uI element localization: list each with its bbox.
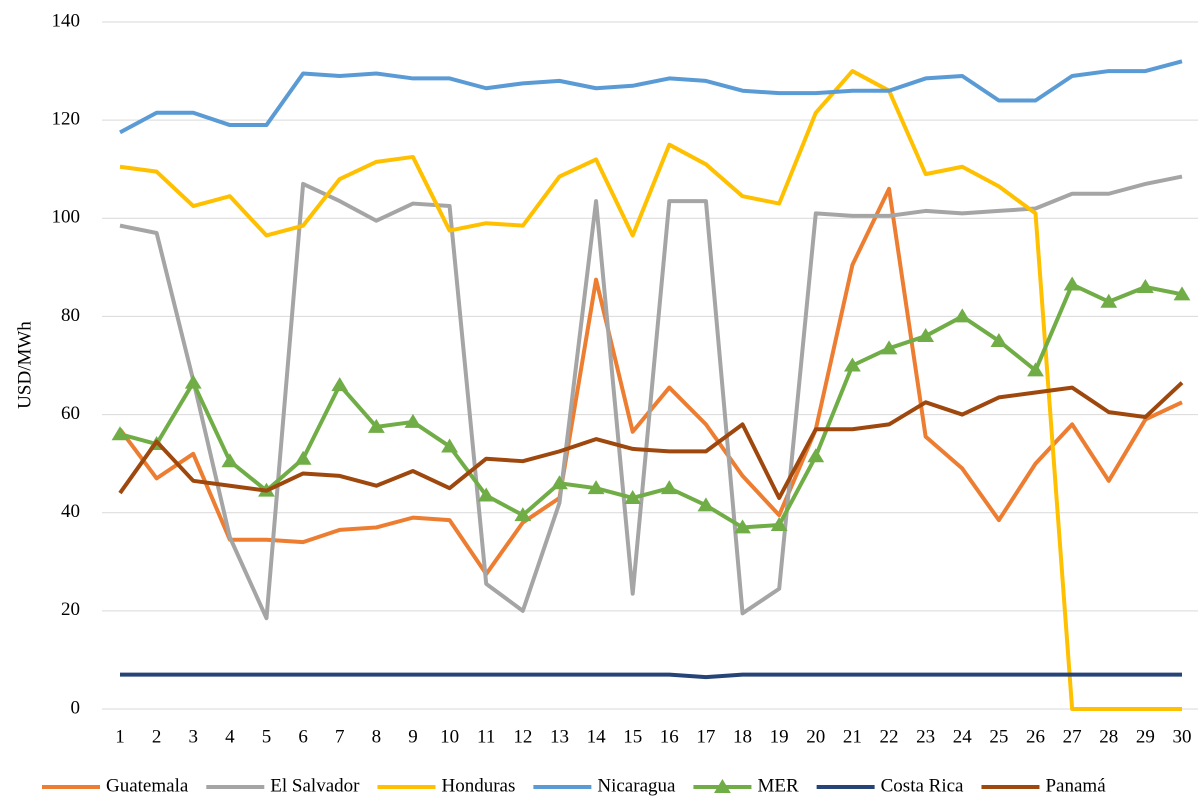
marker: [1063, 276, 1081, 291]
y-tick-label: 60: [61, 403, 80, 424]
legend-label: Costa Rica: [881, 775, 964, 796]
y-tick-label: 80: [61, 305, 80, 326]
legend-label: Guatemala: [106, 775, 189, 796]
marker: [880, 340, 898, 355]
y-tick-label: 100: [52, 207, 81, 228]
x-tick-label: 18: [733, 726, 752, 747]
marker: [990, 332, 1008, 347]
marker: [111, 426, 129, 441]
marker: [1100, 293, 1118, 308]
x-tick-label: 4: [225, 726, 235, 747]
legend-label: MER: [757, 775, 799, 796]
marker: [331, 377, 349, 392]
x-tick-label: 29: [1136, 726, 1155, 747]
series-line: [118, 381, 1184, 500]
series-line: [120, 672, 1182, 680]
marker: [477, 487, 495, 502]
y-tick-label: 40: [61, 501, 80, 522]
x-tick-label: 11: [477, 726, 495, 747]
x-tick-label: 10: [440, 726, 459, 747]
marker: [1173, 286, 1191, 301]
x-tick-label: 19: [770, 726, 789, 747]
legend-label: Honduras: [441, 775, 515, 796]
marker: [770, 516, 788, 531]
x-tick-label: 22: [880, 726, 899, 747]
x-tick-label: 23: [916, 726, 935, 747]
x-tick-label: 2: [152, 726, 162, 747]
y-tick-label: 140: [52, 10, 81, 31]
marker: [953, 308, 971, 323]
x-tick-label: 1: [115, 726, 125, 747]
legend-label: El Salvador: [270, 775, 360, 796]
x-tick-label: 9: [408, 726, 418, 747]
marker: [587, 480, 605, 495]
x-tick-label: 27: [1063, 726, 1082, 747]
series-line: [119, 69, 1182, 711]
marker: [221, 453, 239, 468]
x-tick-label: 25: [989, 726, 1008, 747]
marker: [367, 418, 385, 433]
x-tick-label: 20: [806, 726, 825, 747]
marker: [697, 497, 715, 512]
x-tick-label: 30: [1173, 726, 1192, 747]
marker: [660, 480, 678, 495]
y-tick-label: 0: [71, 697, 81, 718]
x-tick-label: 28: [1099, 726, 1118, 747]
marker: [441, 438, 458, 453]
x-tick-label: 16: [660, 726, 679, 747]
y-tick-label: 20: [61, 599, 80, 620]
legend-marker: [714, 779, 731, 793]
legend-label: Panamá: [1045, 775, 1106, 796]
x-tick-label: 8: [372, 726, 382, 747]
x-tick-label: 14: [587, 726, 607, 747]
series-line: [119, 59, 1183, 135]
marker: [294, 450, 312, 465]
x-tick-label: 15: [623, 726, 642, 747]
marker: [514, 507, 532, 522]
y-tick-label: 120: [52, 109, 81, 130]
x-tick-label: 3: [188, 726, 198, 747]
x-tick-label: 13: [550, 726, 569, 747]
x-tick-label: 7: [335, 726, 345, 747]
legend-label: Nicaragua: [597, 775, 676, 796]
x-tick-label: 12: [513, 726, 532, 747]
marker: [551, 475, 568, 490]
x-tick-label: 24: [953, 726, 973, 747]
marker: [1027, 362, 1044, 377]
marker: [734, 519, 751, 534]
marker: [404, 413, 422, 428]
marker: [624, 489, 642, 504]
marker: [1136, 278, 1154, 293]
y-axis-label: USD/MWh: [14, 321, 35, 409]
x-tick-label: 17: [696, 726, 715, 747]
marker: [844, 357, 861, 372]
x-tick-label: 5: [262, 726, 272, 747]
x-tick-label: 21: [843, 726, 862, 747]
marker: [807, 448, 825, 463]
x-tick-label: 6: [298, 726, 308, 747]
marker: [917, 328, 935, 343]
x-tick-label: 26: [1026, 726, 1045, 747]
series-line: [119, 174, 1183, 621]
marker: [184, 374, 202, 389]
